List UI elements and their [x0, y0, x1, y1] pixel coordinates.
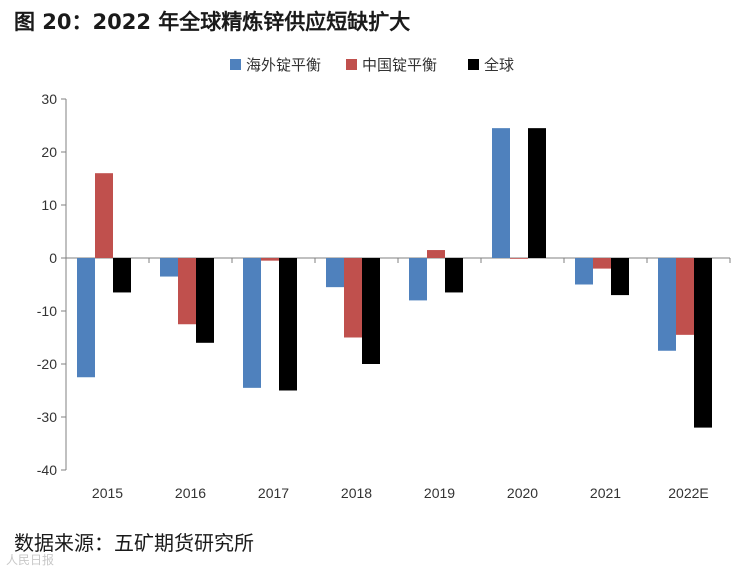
legend-swatch-2	[346, 59, 357, 70]
x-tick-label: 2021	[590, 485, 621, 501]
bar-series-2-2021	[593, 258, 611, 269]
x-tick-label: 2018	[341, 485, 372, 501]
x-tick-label: 2015	[92, 485, 123, 501]
legend-swatch-3	[468, 59, 479, 70]
legend-label-1: 海外锭平衡	[246, 56, 321, 74]
bar-series-1-2021	[575, 258, 593, 285]
bar-series-1-2017	[243, 258, 261, 388]
x-tick-label: 2022E	[668, 485, 708, 501]
bar-series-1-2020	[492, 128, 510, 258]
bar-series-3-2020	[528, 128, 546, 258]
bar-series-1-2018	[326, 258, 344, 288]
bar-series-2-2020	[510, 258, 528, 259]
legend-label-2: 中国锭平衡	[362, 56, 437, 74]
figure-title: 图 20：2022 年全球精炼锌供应短缺扩大	[14, 10, 411, 34]
y-tick-label: -40	[37, 462, 57, 478]
legend-label-3: 全球	[484, 56, 514, 74]
plot-area: 30 20 10 0 -10 -20 -30 -40 2015 2016 2017 2018 2019 2…	[37, 91, 731, 501]
bar-series-3-2019	[445, 258, 463, 293]
x-tick-label: 2016	[175, 485, 206, 501]
y-tick-label: -20	[37, 356, 57, 372]
x-tick-label: 2019	[424, 485, 455, 501]
bar-series-3-2018	[362, 258, 380, 364]
y-tick-label: 30	[41, 91, 57, 107]
y-tick-label: -10	[37, 303, 57, 319]
bar-series-2-2017	[261, 258, 279, 261]
bar-series-2-2018	[344, 258, 362, 338]
y-tick-label: 20	[41, 144, 57, 160]
x-tick-label: 2017	[258, 485, 289, 501]
y-tick-label: 10	[41, 197, 57, 213]
bar-series-3-2015	[113, 258, 131, 293]
bar-series-2-2019	[427, 250, 445, 258]
bar-series-3-2021	[611, 258, 629, 296]
y-tick-label: 0	[49, 250, 57, 266]
y-tick-label: -30	[37, 409, 57, 425]
bar-series-2-2015	[95, 173, 113, 258]
bar-series-1-2016	[160, 258, 178, 277]
bar-series-3-2016	[196, 258, 214, 343]
bar-series-1-2019	[409, 258, 427, 301]
bar-series-3-2022E	[694, 258, 712, 428]
watermark: 人民日报	[6, 553, 55, 567]
chart-legend: 海外锭平衡 中国锭平衡 全球	[230, 56, 514, 74]
bar-series-2-2022E	[676, 258, 694, 335]
bar-series-1-2022E	[658, 258, 676, 351]
x-tick-label: 2020	[507, 485, 538, 501]
bar-series-1-2015	[77, 258, 95, 378]
legend-swatch-1	[230, 59, 241, 70]
bar-series-3-2017	[279, 258, 297, 391]
bar-series-2-2016	[178, 258, 196, 325]
figure-source: 数据来源：五矿期货研究所	[14, 531, 254, 555]
